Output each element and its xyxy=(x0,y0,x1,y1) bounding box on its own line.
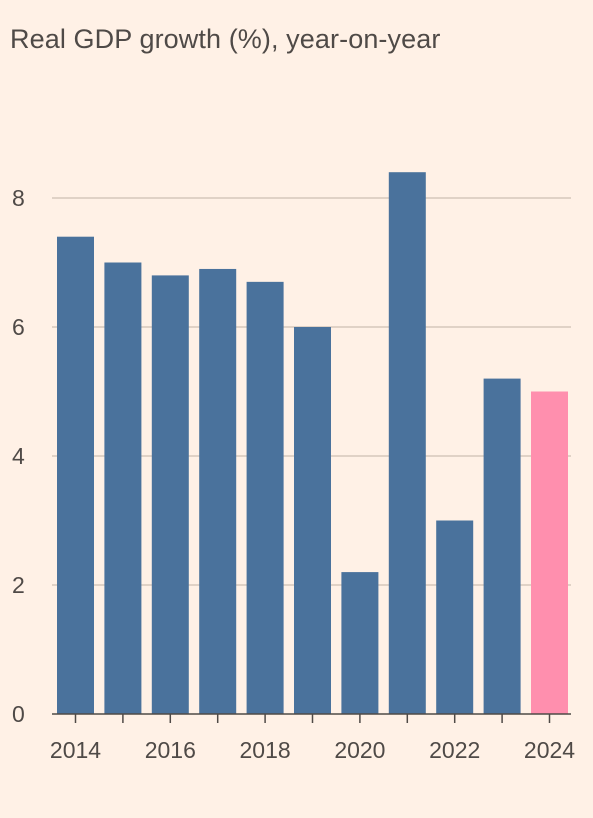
bar-2017 xyxy=(199,268,237,714)
bar-2015 xyxy=(104,262,142,714)
x-tick-label-2024: 2024 xyxy=(524,737,575,763)
x-axis xyxy=(52,713,571,723)
bar-2020 xyxy=(341,572,379,714)
x-tick-label-2014: 2014 xyxy=(50,737,101,763)
y-tick-label-2: 2 xyxy=(12,572,25,598)
bar-2018 xyxy=(246,281,284,714)
y-axis-labels: 0 2 4 6 8 xyxy=(12,185,25,727)
bars xyxy=(57,172,568,714)
bar-2021 xyxy=(388,172,426,714)
x-tick-label-2016: 2016 xyxy=(145,737,196,763)
bar-2019 xyxy=(294,327,331,714)
bar-2016 xyxy=(151,275,189,714)
y-tick-label-6: 6 xyxy=(12,314,25,340)
x-tick-label-2018: 2018 xyxy=(240,737,291,763)
bar-2024 xyxy=(531,391,568,714)
x-tick-label-2020: 2020 xyxy=(334,737,385,763)
x-tick-label-2022: 2022 xyxy=(429,737,480,763)
x-axis-labels: 2014 2016 2018 2020 2022 2024 xyxy=(50,737,575,763)
bar-2014 xyxy=(57,236,94,714)
y-tick-label-8: 8 xyxy=(12,185,25,211)
bar-2022 xyxy=(436,520,474,714)
y-tick-label-0: 0 xyxy=(12,701,25,727)
chart-title: Real GDP growth (%), year-on-year xyxy=(10,24,441,54)
y-tick-label-4: 4 xyxy=(12,443,25,469)
bar-2023 xyxy=(483,378,521,714)
